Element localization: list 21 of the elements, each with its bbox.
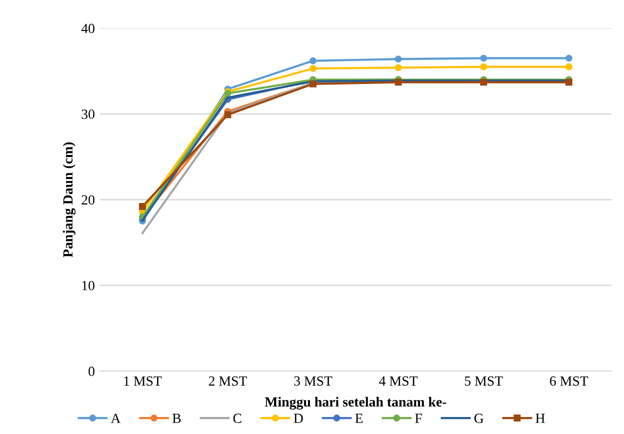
legend-label: H	[536, 414, 545, 423]
y-tick-label: 10	[82, 280, 94, 290]
x-axis-title: Minggu hari setelah tanam ke-	[264, 396, 446, 410]
x-tick-label: 2 MST	[208, 376, 248, 386]
x-tick-label: 4 MST	[379, 376, 418, 386]
x-tick-label: 3 MST	[294, 376, 332, 386]
legend-label: F	[415, 414, 422, 423]
legend-label: C	[233, 414, 242, 424]
x-tick-label: 5 MST	[464, 376, 503, 386]
legend-label: B	[172, 414, 181, 423]
x-tick-label: 6 MST	[550, 376, 588, 386]
y-tick-label: 40	[81, 24, 94, 34]
legend-label: G	[474, 414, 484, 424]
legend-label: E	[355, 414, 363, 423]
y-tick-label: 20	[82, 195, 94, 205]
y-tick-label: 0	[88, 366, 94, 376]
legend-label: A	[110, 414, 121, 423]
y-axis-title: Panjang Daun (cm)	[62, 142, 76, 258]
x-tick-label: 1 MST	[124, 376, 162, 386]
y-tick-label: 30	[82, 110, 94, 119]
legend-label: D	[294, 414, 303, 423]
